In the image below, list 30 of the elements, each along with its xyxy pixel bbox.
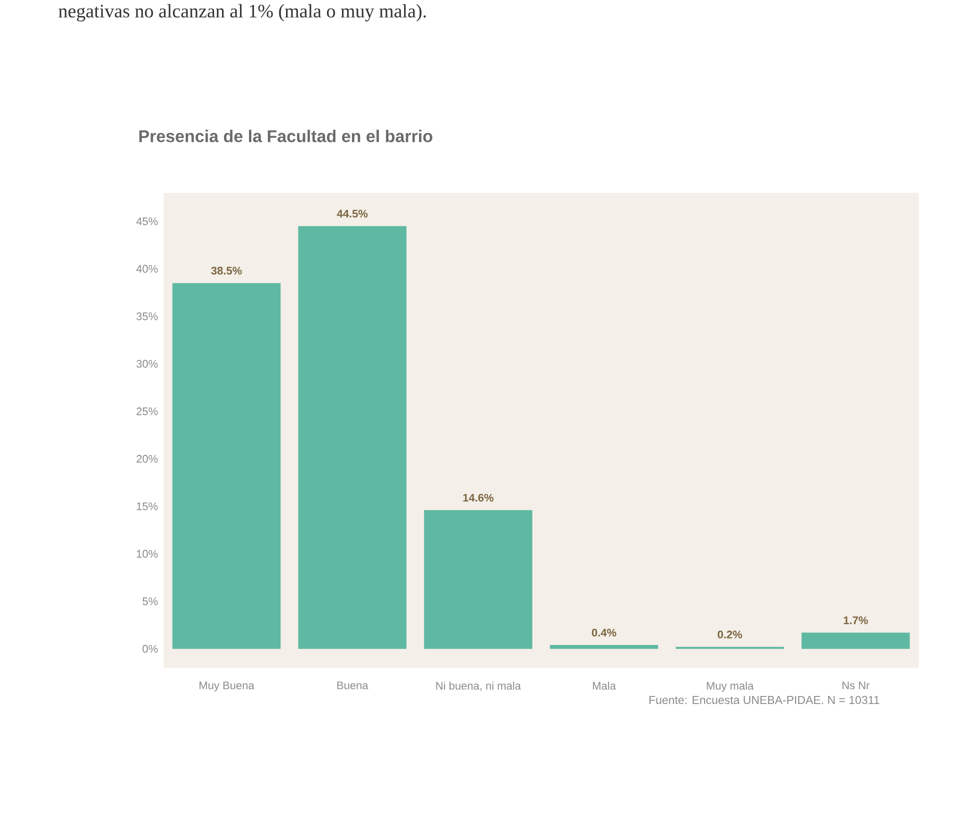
chart-title: Presencia de la Facultad en el barrio <box>139 130 432 142</box>
x-tick-label: Buena <box>337 682 368 690</box>
y-tick-label: 35% <box>136 312 158 320</box>
x-tick-label: Ns Nr <box>842 682 870 690</box>
x-tick-label: Muy Buena <box>200 682 254 692</box>
data-label: 0.2% <box>718 630 742 638</box>
data-label: 44.5% <box>336 210 368 218</box>
source-note: Fuente: Encuesta UNEBA-PIDAE. N = 10311 <box>649 696 880 704</box>
y-tick-label: 0% <box>142 644 158 653</box>
y-tick-label: 25% <box>136 407 158 416</box>
y-tick-label: 15% <box>136 502 158 510</box>
bar <box>550 645 658 649</box>
x-tick-label: Mala <box>592 682 616 690</box>
y-tick-label: 10% <box>136 550 158 558</box>
text: negativas no alcanzan al 1% (mala o muy mala). <box>58 4 426 22</box>
bar <box>172 283 281 649</box>
y-tick-label: 45% <box>136 217 158 226</box>
y-tick-label: 40% <box>136 264 158 273</box>
bar <box>298 226 406 649</box>
bar <box>802 632 910 649</box>
y-tick-label: 5% <box>142 597 158 606</box>
bar <box>424 510 532 649</box>
x-tick-label: Muy mala <box>706 682 754 692</box>
data-label: 1.7% <box>844 616 868 624</box>
y-tick-label: 30% <box>136 360 158 368</box>
data-label: 38.5% <box>211 266 242 275</box>
data-label: 14.6% <box>463 494 494 502</box>
x-tick-label: Ni buena, ni mala <box>436 682 521 691</box>
data-label: 0.4% <box>592 628 616 637</box>
y-tick-label: 20% <box>136 454 158 463</box>
